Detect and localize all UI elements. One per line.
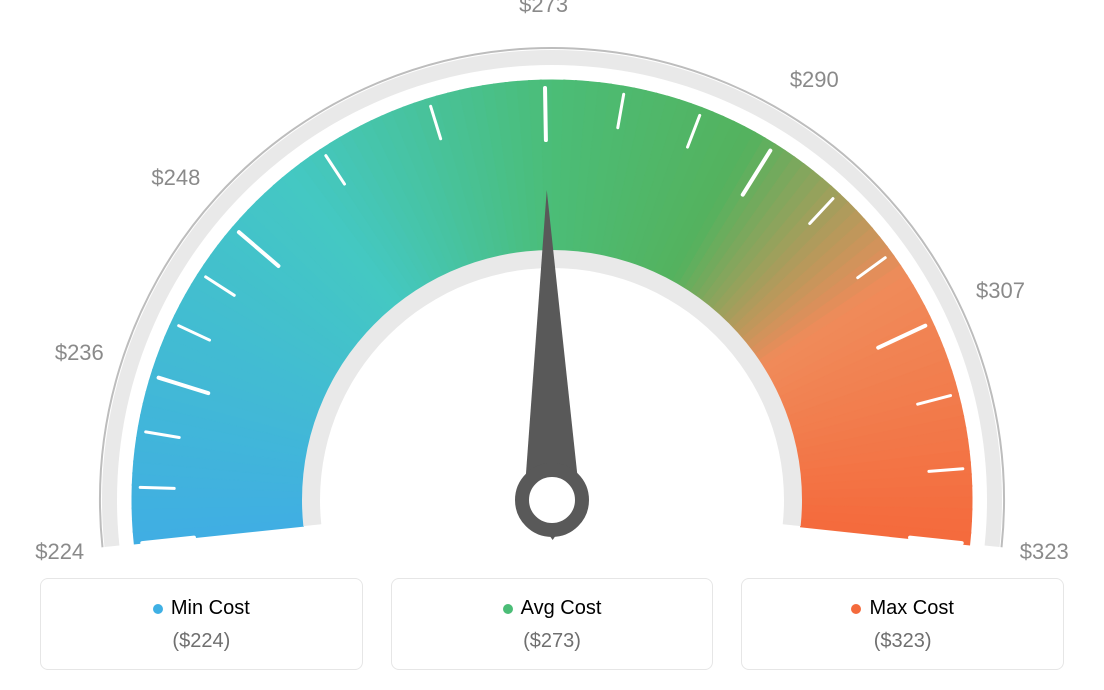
legend-label-max: Max Cost	[869, 597, 953, 620]
gauge-tick-label: $323	[1020, 539, 1069, 565]
dot-avg-icon	[503, 604, 513, 614]
legend-label-min: Min Cost	[171, 597, 250, 620]
gauge-tick-label: $290	[790, 67, 839, 93]
dot-min-icon	[153, 604, 163, 614]
legend-title-min: Min Cost	[153, 597, 250, 620]
legend-value-max: ($323)	[752, 630, 1053, 653]
legend-value-min: ($224)	[51, 630, 352, 653]
legend-card-min: Min Cost ($224)	[40, 578, 363, 670]
legend-card-avg: Avg Cost ($273)	[391, 578, 714, 670]
legend-label-avg: Avg Cost	[521, 597, 602, 620]
gauge-chart: $224$236$248$273$290$307$323	[0, 0, 1104, 560]
gauge-tick-label: $224	[35, 539, 84, 565]
gauge-tick-label: $273	[519, 0, 568, 18]
gauge-tick-label: $248	[151, 165, 200, 191]
gauge-tick-label: $236	[55, 340, 104, 366]
gauge-svg	[0, 0, 1104, 560]
legend-title-avg: Avg Cost	[503, 597, 602, 620]
dot-max-icon	[851, 604, 861, 614]
gauge-tick-label: $307	[976, 278, 1025, 304]
legend-card-max: Max Cost ($323)	[741, 578, 1064, 670]
legend-title-max: Max Cost	[851, 597, 953, 620]
legend-value-avg: ($273)	[402, 630, 703, 653]
legend-row: Min Cost ($224) Avg Cost ($273) Max Cost…	[40, 578, 1064, 670]
